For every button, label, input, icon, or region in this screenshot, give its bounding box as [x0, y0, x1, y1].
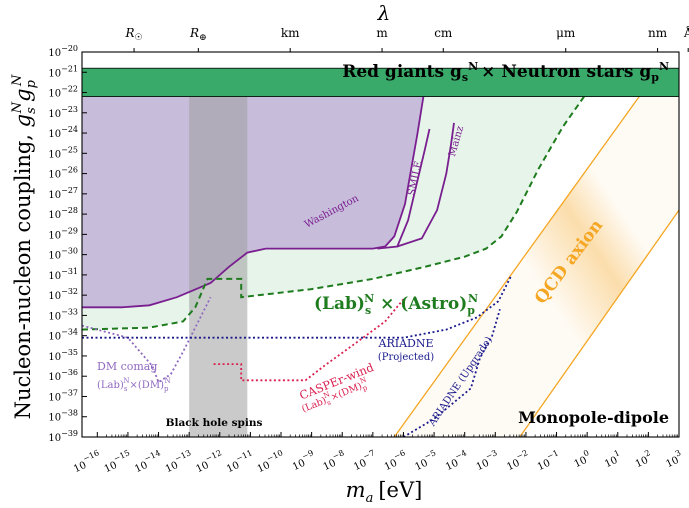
top-tick-label: km — [281, 26, 300, 40]
red-giants-label: Red giants gsN × Neutron stars gpN — [342, 60, 669, 84]
red-giants-neutron-stars-band — [82, 67, 679, 97]
lab-exclusion-region — [82, 96, 424, 308]
qcd-axion-band — [394, 96, 679, 437]
dm-comag-sublabel: (Lab)sN×(DM)pN — [97, 377, 171, 393]
top-tick-label: Å — [683, 25, 689, 40]
monopole-dipole-label: Monopole-dipole — [518, 408, 669, 427]
top-axis-ticks: R☉ R⊕ km m cm μm nm Å — [124, 25, 689, 52]
dm-comag-label: DM comag — [97, 360, 157, 373]
qcd-axion-lower-edge — [393, 96, 640, 437]
y-axis-label: Nucleon-nucleon coupling, gsNgpN — [10, 74, 39, 419]
y-axis-ticks: 10−2010−2110−2210−2310−2410−2510−2610−27… — [48, 44, 87, 444]
dm-comag-curve — [82, 296, 212, 384]
top-tick-label: nm — [648, 26, 668, 40]
plot-area — [82, 67, 679, 437]
top-tick-label: cm — [434, 26, 453, 40]
top-tick-label: m — [376, 26, 388, 40]
top-tick-label: R⊕ — [189, 26, 207, 43]
smile-curve — [377, 128, 431, 250]
lab-exclusion-curve — [82, 96, 425, 309]
x-axis-label: ma [eV] — [346, 478, 423, 506]
black-hole-spins-band — [189, 96, 248, 437]
ariadne-label: ARIADNE — [378, 337, 434, 350]
ariadne-projected-label: (Projected) — [378, 352, 434, 363]
mainz-curve — [397, 122, 455, 248]
qcd-axion-upper-edge — [519, 209, 679, 437]
lab-astro-label: (Lab)sN × (Astro)pN — [314, 292, 478, 317]
plot-frame — [81, 51, 680, 438]
ariadne-upgrade-curve — [403, 309, 501, 437]
top-tick-label: R☉ — [124, 26, 142, 43]
ariadne-projected-curve — [82, 276, 512, 339]
lab-astro-curve — [82, 96, 585, 331]
top-tick-label: μm — [556, 26, 576, 40]
top-axis-label: λ — [377, 1, 391, 25]
black-hole-spins-label: Black hole spins — [166, 417, 263, 429]
